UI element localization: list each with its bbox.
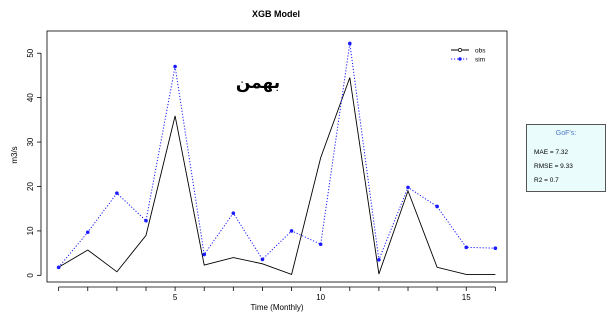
x-tick-label: 10 bbox=[316, 293, 325, 302]
legend-marker-sim bbox=[458, 57, 462, 61]
gof-mae: MAE = 7.32 bbox=[534, 149, 569, 156]
y-tick-label: 50 bbox=[26, 48, 35, 57]
chart-title: XGB Model bbox=[252, 9, 300, 19]
legend-label-obs: obs bbox=[475, 48, 486, 55]
series-line-obs bbox=[58, 77, 496, 275]
series-point-sim bbox=[377, 257, 381, 262]
series-point-sim bbox=[318, 242, 323, 247]
gof-title: GoF's: bbox=[555, 130, 577, 137]
series-layer bbox=[56, 41, 498, 275]
gof-box: GoF's: MAE = 7.32 RMSE = 9.33 R2 = 0.7 bbox=[526, 124, 606, 192]
y-tick-label: 20 bbox=[26, 181, 35, 190]
x-tick-label: 15 bbox=[462, 293, 471, 302]
series-line-sim bbox=[58, 43, 496, 268]
series-point-sim bbox=[56, 265, 61, 270]
series-point-sim bbox=[115, 191, 119, 195]
y-axis: 0 10 20 30 40 50 bbox=[26, 48, 42, 278]
series-point-sim bbox=[435, 204, 439, 209]
x-tick-label: 5 bbox=[173, 293, 178, 302]
y-tick-label: 40 bbox=[26, 93, 35, 102]
series-point-sim bbox=[85, 230, 90, 235]
series-point-sim bbox=[493, 246, 498, 251]
series-point-sim bbox=[231, 211, 236, 215]
series-point-sim bbox=[260, 257, 265, 262]
y-axis-label: m3/s bbox=[10, 146, 19, 163]
series-point-sim bbox=[464, 245, 469, 250]
x-axis-label: Time (Monthly) bbox=[250, 303, 303, 312]
series-point-sim bbox=[173, 64, 177, 69]
gof-rmse: RMSE = 9.33 bbox=[534, 163, 573, 170]
series-point-sim bbox=[406, 185, 410, 190]
y-tick-label: 0 bbox=[26, 273, 35, 278]
series-point-sim bbox=[144, 218, 148, 223]
legend-label-sim: sim bbox=[475, 57, 485, 64]
y-tick-label: 10 bbox=[26, 226, 35, 235]
series-point-sim bbox=[202, 252, 207, 257]
series-point-sim bbox=[347, 41, 352, 46]
persian-annotation: بهمن bbox=[236, 73, 280, 93]
legend: obs sim bbox=[451, 48, 486, 64]
legend-marker-obs bbox=[458, 48, 462, 52]
series-point-sim bbox=[289, 229, 294, 233]
y-tick-label: 30 bbox=[26, 137, 35, 146]
plot-frame bbox=[46, 30, 508, 283]
gof-r2: R2 = 0.7 bbox=[534, 177, 559, 184]
x-axis: 5 10 15 bbox=[58, 286, 496, 302]
